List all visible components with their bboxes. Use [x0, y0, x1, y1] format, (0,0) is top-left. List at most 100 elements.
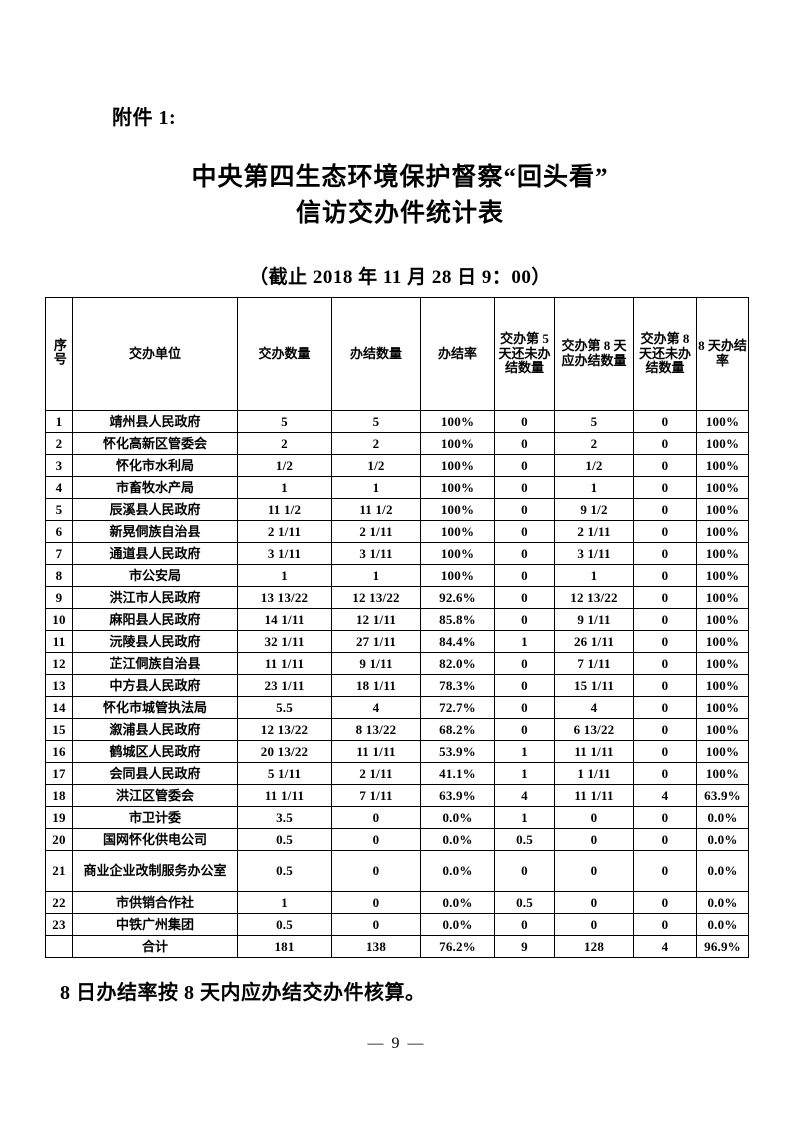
cell-day5-unresolved: 0 — [494, 476, 555, 499]
cell-completed-count: 2 1/11 — [331, 762, 421, 785]
cell-day8-rate: 100% — [696, 520, 749, 543]
cell-day8-rate: 0.0% — [696, 828, 749, 851]
cell-issued-count: 2 1/11 — [237, 520, 332, 543]
table-row: 9 洪江市人民政府 13 13/22 12 13/22 92.6% 0 12 13/22 0 1… — [45, 586, 749, 609]
cell-index: 15 — [45, 718, 73, 741]
cell-issued-count: 181 — [237, 935, 332, 958]
cell-completion-rate: 100% — [420, 564, 495, 587]
cell-issued-count: 0.5 — [237, 913, 332, 936]
cell-unit-name: 会同县人民政府 — [72, 762, 238, 785]
table-row: 1 靖州县人民政府 5 5 100% 0 5 0 100% — [45, 410, 749, 433]
cell-day8-due: 9 1/11 — [554, 608, 634, 631]
cell-unit-name: 洪江区管委会 — [72, 784, 238, 807]
table-row: 3 怀化市水利局 1/2 1/2 100% 0 1/2 0 100% — [45, 454, 749, 477]
cell-index: 18 — [45, 784, 73, 807]
cell-issued-count: 1 — [237, 564, 332, 587]
column-header-issued-count: 交办数量 — [237, 297, 332, 411]
cell-day8-due: 1 — [554, 564, 634, 587]
column-header-unit-label: 交办单位 — [128, 346, 181, 362]
cell-day8-unresolved: 0 — [633, 828, 697, 851]
cell-issued-count: 5 — [237, 410, 332, 433]
cell-completed-count: 12 1/11 — [331, 608, 421, 631]
cell-unit-name: 合计 — [72, 935, 238, 958]
cell-unit-name: 芷江侗族自治县 — [72, 652, 238, 675]
cell-day5-unresolved: 0 — [494, 564, 555, 587]
cell-unit-name: 市畜牧水产局 — [72, 476, 238, 499]
cell-day5-unresolved: 0.5 — [494, 891, 555, 914]
column-header-completion-rate-label: 办结率 — [437, 346, 477, 362]
cell-completion-rate: 0.0% — [420, 828, 495, 851]
cell-index: 12 — [45, 652, 73, 675]
attachment-label: 附件 1: — [112, 107, 177, 129]
table-body: 1 靖州县人民政府 5 5 100% 0 5 0 100% 2 怀化高新区管委会 2 2 100% 0 2 0 1… — [45, 410, 749, 958]
cell-issued-count: 2 — [237, 432, 332, 455]
cell-index: 16 — [45, 740, 73, 763]
cell-day8-unresolved: 0 — [633, 476, 697, 499]
cell-issued-count: 11 1/11 — [237, 652, 332, 675]
cell-day5-unresolved: 9 — [494, 935, 555, 958]
cell-index: 3 — [45, 454, 73, 477]
cell-day5-unresolved: 0 — [494, 674, 555, 697]
statistics-table-container: 序号 交办单位 交办数量 办结数量 办结率 交办第 5 天还 — [45, 297, 749, 958]
cell-day8-due: 0 — [554, 850, 634, 892]
cell-day8-unresolved: 0 — [633, 891, 697, 914]
column-header-unit: 交办单位 — [72, 297, 238, 411]
cell-day8-unresolved: 0 — [633, 718, 697, 741]
cell-completion-rate: 82.0% — [420, 652, 495, 675]
cell-unit-name: 通道县人民政府 — [72, 542, 238, 565]
table-row: 19 市卫计委 3.5 0 0.0% 1 0 0 0.0% — [45, 806, 749, 829]
cell-completion-rate: 78.3% — [420, 674, 495, 697]
cell-index — [45, 935, 73, 958]
cell-day8-unresolved: 0 — [633, 630, 697, 653]
cell-index: 19 — [45, 806, 73, 829]
cell-day8-rate: 100% — [696, 608, 749, 631]
cell-day8-due: 15 1/11 — [554, 674, 634, 697]
cell-day8-due: 0 — [554, 828, 634, 851]
cell-day8-rate: 100% — [696, 476, 749, 499]
cell-day8-unresolved: 0 — [633, 608, 697, 631]
cell-completion-rate: 100% — [420, 542, 495, 565]
cell-unit-name: 怀化高新区管委会 — [72, 432, 238, 455]
cell-unit-name: 中方县人民政府 — [72, 674, 238, 697]
cell-day5-unresolved: 0 — [494, 652, 555, 675]
cell-unit-name: 国网怀化供电公司 — [72, 828, 238, 851]
cell-index: 17 — [45, 762, 73, 785]
cell-completion-rate: 92.6% — [420, 586, 495, 609]
cell-day5-unresolved: 0 — [494, 696, 555, 719]
cell-completion-rate: 84.4% — [420, 630, 495, 653]
cell-day8-unresolved: 0 — [633, 454, 697, 477]
cell-day8-due: 0 — [554, 806, 634, 829]
cell-issued-count: 3 1/11 — [237, 542, 332, 565]
cell-day8-rate: 0.0% — [696, 850, 749, 892]
cell-day8-unresolved: 0 — [633, 740, 697, 763]
cell-index: 8 — [45, 564, 73, 587]
cell-day8-due: 2 1/11 — [554, 520, 634, 543]
cell-unit-name: 靖州县人民政府 — [72, 410, 238, 433]
cell-unit-name: 麻阳县人民政府 — [72, 608, 238, 631]
cell-completed-count: 7 1/11 — [331, 784, 421, 807]
table-row: 17 会同县人民政府 5 1/11 2 1/11 41.1% 1 1 1/11 0 100% — [45, 762, 749, 785]
table-row: 23 中铁广州集团 0.5 0 0.0% 0 0 0 0.0% — [45, 913, 749, 936]
cell-day5-unresolved: 1 — [494, 762, 555, 785]
cell-day8-rate: 100% — [696, 630, 749, 653]
cell-day8-rate: 100% — [696, 740, 749, 763]
cell-completed-count: 3 1/11 — [331, 542, 421, 565]
column-header-completed-count-label: 办结数量 — [349, 346, 402, 362]
cell-completion-rate: 76.2% — [420, 935, 495, 958]
table-row: 13 中方县人民政府 23 1/11 18 1/11 78.3% 0 15 1/11 0 100… — [45, 674, 749, 697]
cell-day8-rate: 100% — [696, 542, 749, 565]
cell-completion-rate: 85.8% — [420, 608, 495, 631]
cell-completion-rate: 100% — [420, 498, 495, 521]
cell-day8-unresolved: 0 — [633, 652, 697, 675]
cell-issued-count: 5.5 — [237, 696, 332, 719]
cell-day8-unresolved: 0 — [633, 520, 697, 543]
table-row: 11 沅陵县人民政府 32 1/11 27 1/11 84.4% 1 26 1/11 0 100… — [45, 630, 749, 653]
table-row: 10 麻阳县人民政府 14 1/11 12 1/11 85.8% 0 9 1/11 0 100% — [45, 608, 749, 631]
cell-completion-rate: 100% — [420, 432, 495, 455]
cell-unit-name: 鹤城区人民政府 — [72, 740, 238, 763]
cell-completed-count: 18 1/11 — [331, 674, 421, 697]
cell-day5-unresolved: 0 — [494, 432, 555, 455]
column-header-issued-count-label: 交办数量 — [258, 346, 311, 362]
page-title-line-2: 信访交办件统计表 — [295, 200, 504, 227]
cell-completed-count: 8 13/22 — [331, 718, 421, 741]
